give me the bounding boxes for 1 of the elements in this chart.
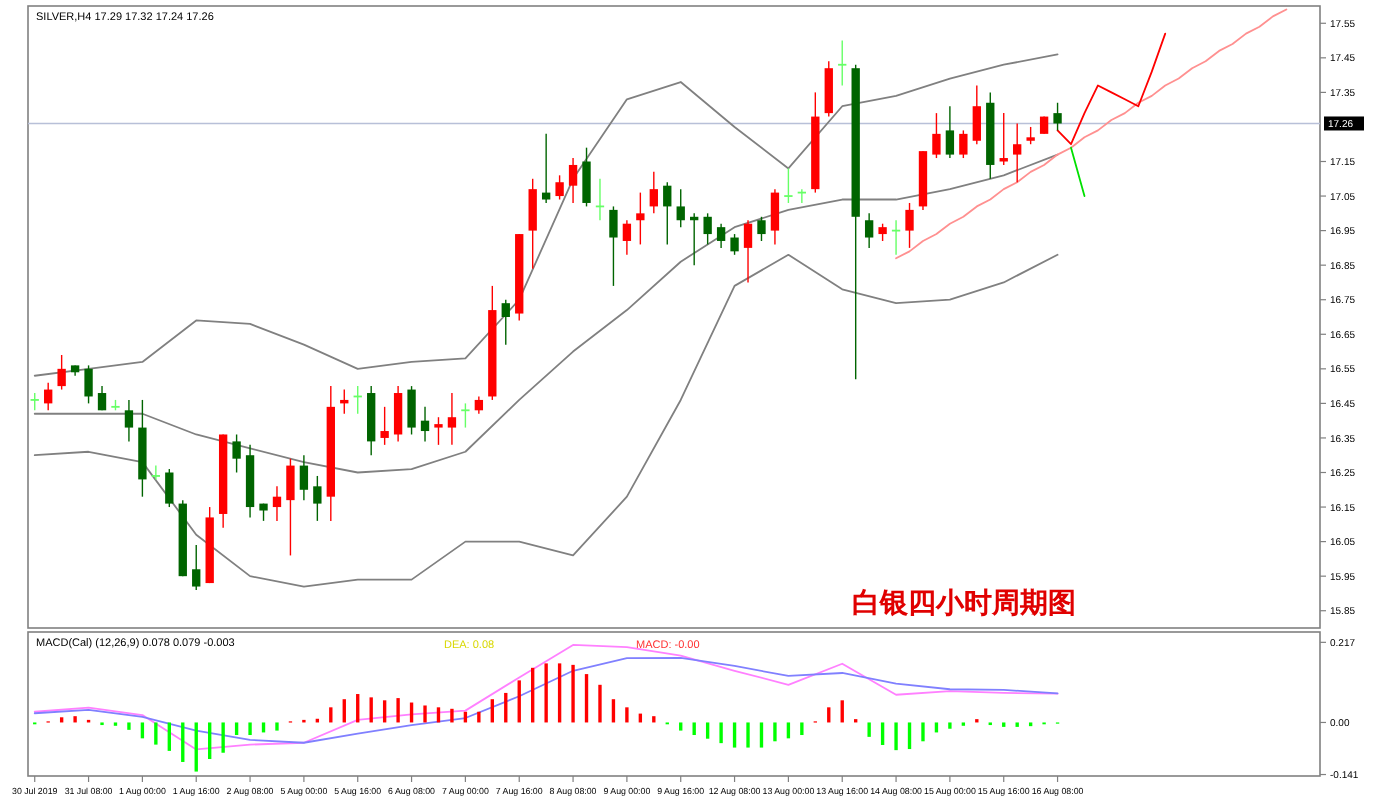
annotation: 白银四小时周期图: [852, 588, 1076, 620]
